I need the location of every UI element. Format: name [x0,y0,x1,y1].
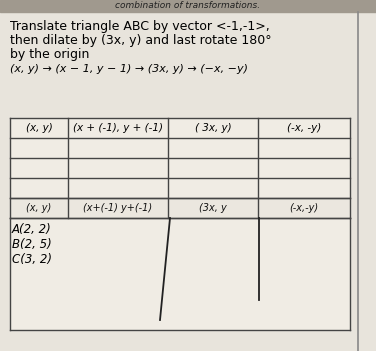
Text: then dilate by (3x, y) and last rotate 180°: then dilate by (3x, y) and last rotate 1… [10,34,271,47]
Text: B(2, 5): B(2, 5) [12,238,52,251]
Text: ( 3x, y): ( 3x, y) [195,123,231,133]
Text: (-x, -y): (-x, -y) [287,123,321,133]
Text: (x + (-1), y + (-1): (x + (-1), y + (-1) [73,123,163,133]
Text: (x, y) → (x − 1, y − 1) → (3x, y) → (−x, −y): (x, y) → (x − 1, y − 1) → (3x, y) → (−x,… [10,64,248,74]
Text: (x+(-1) y+(-1): (x+(-1) y+(-1) [83,203,153,213]
Text: (x, y): (x, y) [26,123,52,133]
Bar [10,118,350,218]
Text: combination of transformations.: combination of transformations. [115,1,261,11]
Text: by the origin: by the origin [10,48,89,61]
Text: C(3, 2): C(3, 2) [12,253,52,266]
Bar [10,198,350,218]
Text: A(2, 2): A(2, 2) [12,223,52,236]
Bar [0,0,376,12]
Bar [10,218,350,330]
Text: Translate triangle ABC by vector <-1,-1>,: Translate triangle ABC by vector <-1,-1>… [10,20,270,33]
Text: (3x, y: (3x, y [199,203,227,213]
Text: (-x,-y): (-x,-y) [290,203,318,213]
Text: (x, y): (x, y) [26,203,52,213]
